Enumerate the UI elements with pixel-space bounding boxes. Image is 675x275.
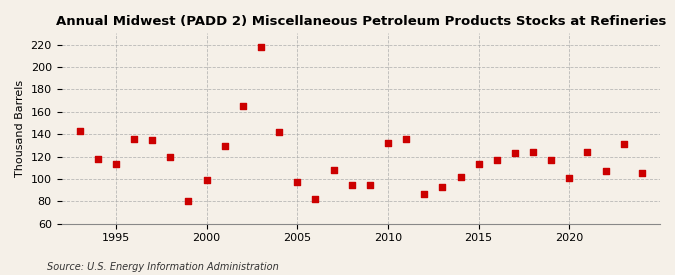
Point [256, 45, 267, 49]
Point [238, 104, 248, 108]
Point [618, 142, 629, 147]
Point [292, 180, 302, 185]
Point [364, 182, 375, 187]
Point [383, 141, 394, 145]
Point [491, 158, 502, 162]
Point [510, 151, 520, 155]
Point [401, 136, 412, 141]
Point [201, 178, 212, 182]
Point [274, 130, 285, 134]
Y-axis label: Thousand Barrels: Thousand Barrels [15, 80, 25, 177]
Point [473, 162, 484, 167]
Point [437, 185, 448, 189]
Point [92, 156, 103, 161]
Point [146, 138, 157, 142]
Text: Source: U.S. Energy Information Administration: Source: U.S. Energy Information Administ… [47, 262, 279, 272]
Point [346, 182, 357, 187]
Point [600, 169, 611, 173]
Point [419, 191, 430, 196]
Title: Annual Midwest (PADD 2) Miscellaneous Petroleum Products Stocks at Refineries: Annual Midwest (PADD 2) Miscellaneous Pe… [55, 15, 666, 28]
Point [582, 150, 593, 154]
Point [219, 144, 230, 149]
Point [546, 158, 557, 162]
Point [310, 197, 321, 201]
Point [183, 199, 194, 204]
Point [328, 168, 339, 172]
Point [637, 171, 647, 175]
Point [165, 154, 176, 159]
Point [111, 162, 122, 167]
Point [455, 175, 466, 179]
Point [74, 129, 85, 133]
Point [528, 150, 539, 154]
Point [564, 176, 574, 180]
Point [129, 136, 140, 141]
